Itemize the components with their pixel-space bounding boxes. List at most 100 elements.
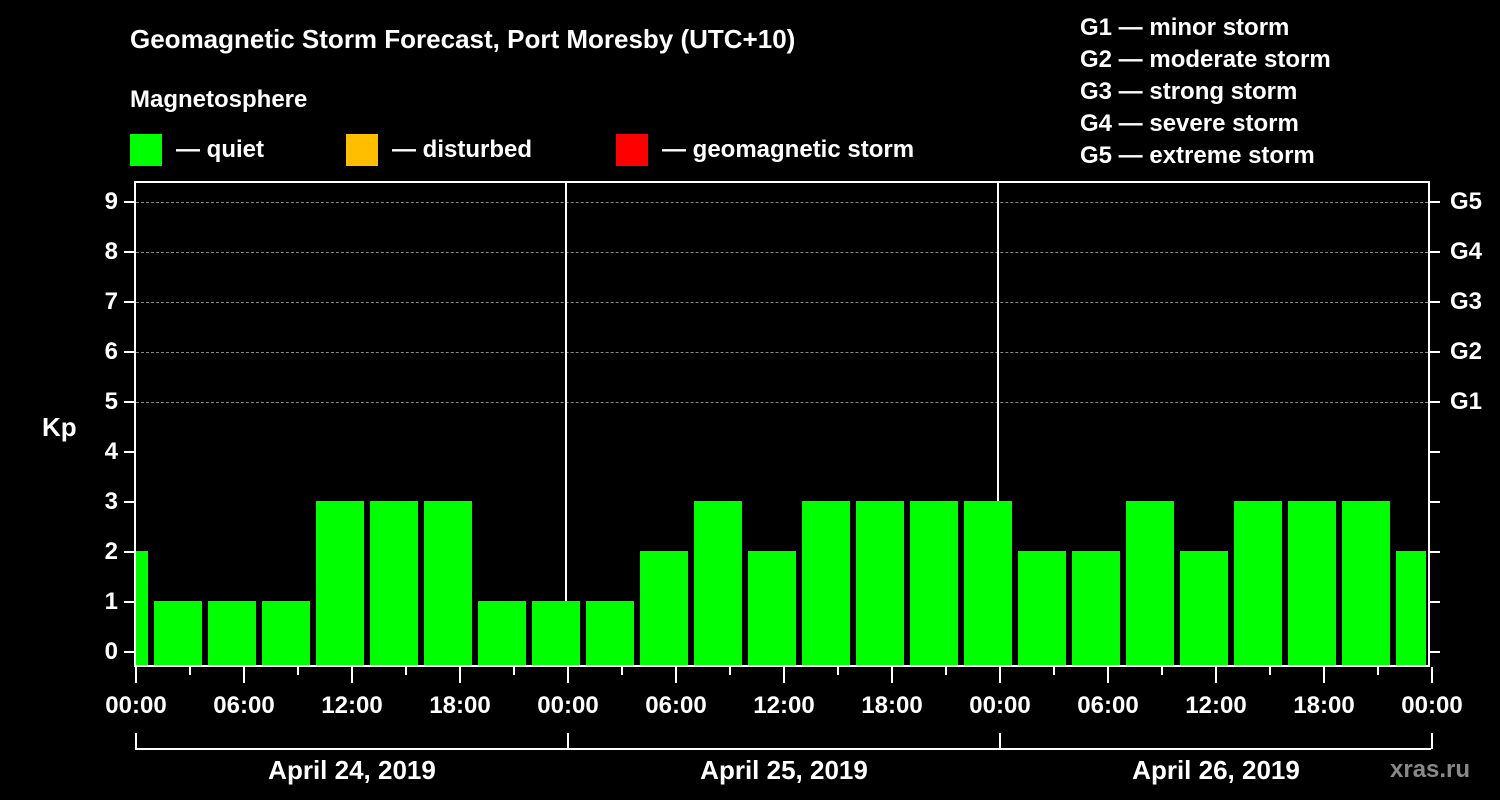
y-tick: [124, 651, 134, 653]
x-tick: [1161, 667, 1163, 675]
g-scale-g2: G2 — moderate storm: [1080, 46, 1331, 73]
grid-line: [136, 302, 1428, 303]
kp-bar: [1396, 551, 1426, 665]
watermark: xras.ru: [1390, 756, 1471, 783]
right-tick: [1430, 501, 1440, 503]
kp-bar: [1288, 501, 1336, 665]
right-tick: [1430, 201, 1440, 203]
grid-line: [136, 252, 1428, 253]
x-tick-label: 00:00: [537, 692, 599, 719]
x-tick: [945, 667, 947, 675]
y-tick-label: 7: [104, 288, 118, 315]
x-tick: [1053, 667, 1055, 675]
y-tick-label: 1: [104, 588, 118, 615]
date-bracket-tick: [567, 733, 569, 749]
x-tick-label: 06:00: [213, 692, 275, 719]
chart-title: Geomagnetic Storm Forecast, Port Moresby…: [130, 24, 796, 54]
g-scale-g1: G1 — minor storm: [1080, 14, 1290, 41]
x-tick: [675, 667, 677, 683]
y-tick-label: 3: [104, 488, 118, 515]
right-tick: [1430, 451, 1440, 453]
date-label: April 24, 2019: [268, 755, 436, 785]
kp-bar: [478, 601, 526, 665]
kp-bar: [910, 501, 958, 665]
date-bracket-tick: [135, 733, 137, 749]
date-bracket: [135, 748, 1431, 750]
x-tick-label: 12:00: [1185, 692, 1247, 719]
x-tick: [1269, 667, 1271, 675]
y-tick: [124, 301, 134, 303]
x-tick-label: 06:00: [1077, 692, 1139, 719]
y-tick-label: 8: [104, 238, 118, 265]
kp-bar: [964, 501, 1012, 665]
right-tick: [1430, 601, 1440, 603]
kp-bar: [856, 501, 904, 665]
y-tick: [124, 551, 134, 553]
y-tick: [124, 201, 134, 203]
g-level-label: G3: [1450, 288, 1483, 315]
x-tick-label: 18:00: [861, 692, 923, 719]
kp-bar: [136, 551, 148, 665]
x-tick-label: 18:00: [1293, 692, 1355, 719]
x-tick: [1377, 667, 1379, 675]
g-level-label: G1: [1450, 388, 1483, 415]
legend-storm-label: — geomagnetic storm: [662, 136, 915, 163]
x-tick-label: 18:00: [429, 692, 491, 719]
x-tick: [837, 667, 839, 675]
y-tick-label: 6: [104, 338, 118, 365]
x-tick: [783, 667, 785, 683]
g-scale-g5: G5 — extreme storm: [1080, 142, 1315, 169]
kp-bar: [694, 501, 742, 665]
date-label: April 25, 2019: [700, 755, 868, 785]
grid-line: [136, 202, 1428, 203]
x-tick-label: 00:00: [105, 692, 167, 719]
kp-bar: [1072, 551, 1120, 665]
legend-quiet: — quiet: [130, 134, 264, 166]
y-tick: [124, 251, 134, 253]
right-tick: [1430, 551, 1440, 553]
right-tick: [1430, 301, 1440, 303]
kp-bar: [208, 601, 256, 665]
kp-bar: [640, 551, 688, 665]
kp-bar: [1126, 501, 1174, 665]
y-tick-label: 4: [104, 438, 118, 465]
legend-disturbed-label: — disturbed: [392, 136, 533, 163]
y-tick-label: 9: [104, 188, 118, 215]
kp-bar: [154, 601, 202, 665]
g-scale-g4: G4 — severe storm: [1080, 110, 1299, 137]
y-tick-label: 5: [104, 388, 118, 415]
g-level-label: G5: [1450, 188, 1483, 215]
x-tick: [189, 667, 191, 675]
x-tick: [567, 667, 569, 683]
kp-bar: [1180, 551, 1228, 665]
legend-disturbed: — disturbed: [346, 134, 532, 166]
x-tick-label: 06:00: [645, 692, 707, 719]
g-scale-g3: G3 — strong storm: [1080, 78, 1298, 105]
day-separator: [565, 183, 567, 665]
g-level-label: G4: [1450, 238, 1483, 265]
y-tick-label: 2: [104, 538, 118, 565]
x-tick: [891, 667, 893, 683]
x-tick: [459, 667, 461, 683]
kp-bar: [532, 601, 580, 665]
kp-bar: [1342, 501, 1390, 665]
date-bracket-tick: [999, 733, 1001, 749]
x-tick: [1323, 667, 1325, 683]
date-label: April 26, 2019: [1132, 755, 1300, 785]
y-tick: [124, 351, 134, 353]
date-bracket-tick: [1431, 733, 1433, 749]
right-tick: [1430, 401, 1440, 403]
x-tick-label: 00:00: [1401, 692, 1463, 719]
kp-bar: [316, 501, 364, 665]
kp-bar: [1018, 551, 1066, 665]
x-tick: [135, 667, 137, 683]
quiet-swatch: [130, 134, 162, 166]
x-tick: [1431, 667, 1433, 683]
legend-quiet-label: — quiet: [176, 136, 264, 163]
kp-bar: [424, 501, 472, 665]
y-tick: [124, 601, 134, 603]
kp-bar: [748, 551, 796, 665]
kp-bar: [262, 601, 310, 665]
x-tick-label: 12:00: [753, 692, 815, 719]
plot-area: [134, 181, 1430, 667]
